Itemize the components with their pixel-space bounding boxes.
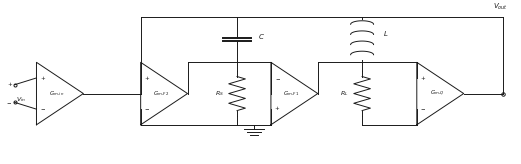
Text: $-$: $-$ [6,100,12,105]
Text: $G_{m,F1}$: $G_{m,F1}$ [283,89,300,98]
Text: $V_{out}$: $V_{out}$ [493,2,507,12]
Text: $L$: $L$ [383,29,389,38]
Text: +: + [40,76,45,81]
Text: $R_L$: $R_L$ [340,89,349,98]
Text: $G_{m,Q}$: $G_{m,Q}$ [430,89,444,98]
Text: +: + [420,76,425,81]
Text: $-$: $-$ [275,76,281,81]
Text: $R_S$: $R_S$ [215,89,224,98]
Text: +: + [275,106,279,111]
Text: +: + [7,82,12,87]
Text: $-$: $-$ [420,106,427,111]
Text: $-$: $-$ [40,106,46,111]
Text: $V_{in}$: $V_{in}$ [16,95,26,104]
Text: +: + [144,76,149,81]
Text: $G_{m,F2}$: $G_{m,F2}$ [153,89,169,98]
Text: $-$: $-$ [144,106,151,111]
Text: $C$: $C$ [257,32,265,41]
Text: $G_{m,in}$: $G_{m,in}$ [49,89,65,98]
